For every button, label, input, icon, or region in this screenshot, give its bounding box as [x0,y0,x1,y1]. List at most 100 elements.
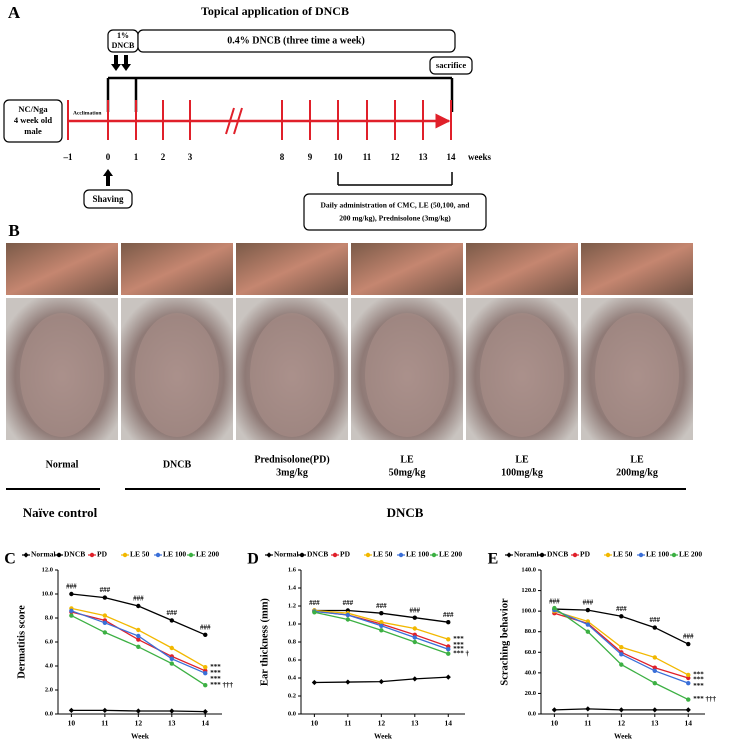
legend-symbol [23,552,29,558]
y-tick-label: 6.0 [45,638,53,645]
y-tick-label: 100.0 [521,608,536,615]
x-tick-label: 10 [68,719,76,728]
point [618,707,624,713]
panel-letter: E [488,551,499,568]
point [69,608,74,613]
annotation: *** [693,676,704,684]
timeline-title: Topical application of DNCB [201,4,349,18]
legend-symbol [332,552,338,558]
legend-symbol [56,552,62,558]
point [551,707,557,713]
legend-symbol [188,552,194,558]
group-label: 100mg/kg [501,467,543,478]
panel-letter: C [4,551,16,568]
annotation: ### [167,609,178,617]
point [312,610,317,615]
back-photo-body [20,313,104,437]
annotation: ### [583,599,594,607]
y-tick-label: 8.0 [45,614,53,621]
y-tick-label: 1.6 [288,566,297,573]
cohort-label: Naïve control [23,505,98,520]
annotation: *** [210,675,221,683]
legend-label: LE 50 [373,550,393,559]
point [412,626,417,631]
x-tick-label: 11 [344,719,351,728]
y-tick-label: 1.2 [288,602,296,609]
cohort-label: DNCB [387,505,424,520]
legend-label: LE 100 [406,550,429,559]
point [686,641,691,647]
annotation: *** [453,645,464,653]
point [136,603,141,609]
x-tick-label: 13 [411,719,419,728]
point [412,676,418,682]
group-label: LE [630,454,644,465]
week-label: 11 [363,152,372,162]
week-label: 13 [419,152,429,162]
point [379,628,384,633]
week-label: 3 [188,152,193,162]
panel-letter: B [8,221,19,240]
back-photo-body [365,313,449,437]
point [652,707,658,713]
point [102,707,108,713]
legend-symbol [506,552,512,558]
legend-symbol [398,552,404,558]
group-label: DNCB [163,459,192,470]
y-axis-label: Dermatitis score [16,605,27,679]
sacrifice-box [429,56,473,75]
annotation: *** [453,641,464,649]
point [102,630,108,635]
annotation: *** [210,663,221,671]
week-label: –1 [63,152,74,162]
legend-label: PD [97,550,108,559]
point [136,637,141,642]
point [619,662,624,667]
point [169,645,174,651]
annotation: ### [343,599,354,607]
legend-label: DNCB [547,550,568,559]
administration-label: 200 mg/kg), Prednisolone (3mg/kg) [339,214,451,223]
annotation: *** [693,682,704,690]
maintenance-label: 0.4% DNCB (three time a week) [227,35,365,46]
week-label: 14 [447,152,457,162]
ear-photo [351,243,463,295]
ear-photo [236,243,348,295]
point [686,675,691,681]
y-axis-label: Scraching behavior [499,598,510,686]
annotation: ### [549,598,560,606]
point [585,622,591,627]
x-axis-label: Week [374,732,393,741]
annotation: ### [309,599,320,607]
point [379,620,384,625]
week-label: 12 [391,152,401,162]
point [652,668,657,673]
animal-box [3,99,63,143]
x-tick-label: 14 [445,719,453,728]
legend-label: DNCB [307,550,328,559]
acclimation-label: Acclimation [73,110,101,116]
y-axis-label: Ear thickness (mm) [259,598,270,686]
back-photo-body [135,313,219,437]
y-tick-label: 12.0 [42,566,53,573]
x-axis-label: Week [131,732,150,741]
legend-label: LE 200 [439,550,462,559]
y-tick-label: 10.0 [42,590,53,597]
legend-label: LE 100 [163,550,186,559]
annotation: *** [693,671,704,679]
point [203,665,208,670]
series-line [71,610,206,674]
panel-letter: A [8,3,21,22]
week-label: 1 [134,152,139,162]
ear-photo [121,243,233,295]
x-tick-label: 10 [551,719,559,728]
point [169,661,174,666]
annotation: ### [376,602,387,610]
point [69,591,74,597]
point [585,619,591,624]
point [379,611,384,616]
legend-label: PD [580,550,591,559]
legend-label: Noraml [514,550,539,559]
point [102,620,108,625]
dncb-label: DNCB [112,41,135,50]
